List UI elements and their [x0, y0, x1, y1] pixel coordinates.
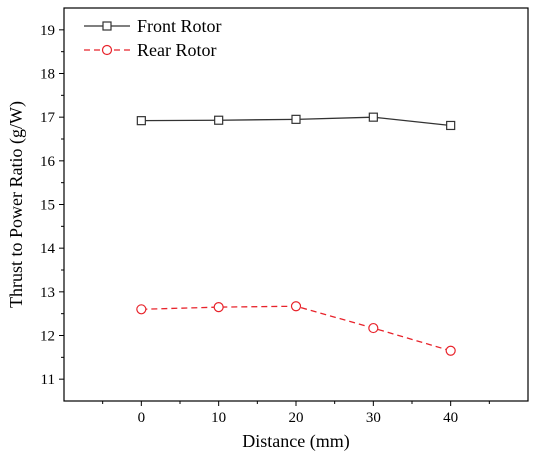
chart-axes: 0 10 20 30 40 11 12 13 14 15 16 17 18 19: [40, 7, 529, 426]
legend-label: Rear Rotor: [137, 40, 216, 60]
x-tick-label: 0: [138, 410, 146, 426]
y-tick-label: 19: [40, 23, 55, 39]
y-tick-label: 17: [40, 110, 56, 126]
y-tick-label: 16: [40, 154, 56, 170]
series-line-1: [141, 305, 451, 352]
data-point-circle: [213, 302, 224, 313]
x-tick-label: 30: [366, 410, 381, 426]
data-point-square: [291, 114, 301, 124]
y-tick-label: 12: [40, 329, 55, 345]
data-point-square: [136, 116, 146, 126]
data-point-circle: [290, 301, 302, 312]
x-tick-label: 10: [211, 410, 226, 426]
data-point-circle: [136, 304, 147, 315]
chart-legend: Front Rotor Rear Rotor: [84, 16, 222, 60]
data-point-square: [368, 112, 378, 122]
x-tick-label: 20: [289, 410, 304, 426]
y-tick-label: 11: [41, 372, 55, 388]
chart-plot-area: [136, 112, 456, 356]
y-tick-label: 15: [40, 198, 55, 214]
data-point-square: [214, 115, 224, 125]
legend-marker-circle: [101, 44, 113, 56]
data-point-square: [446, 120, 456, 131]
x-axis-label: Distance (mm): [242, 431, 349, 452]
y-tick-label: 14: [40, 241, 56, 257]
data-point-circle: [445, 345, 456, 356]
legend-label: Front Rotor: [137, 16, 222, 36]
plot-frame: [63, 7, 529, 402]
x-tick-label: 40: [443, 410, 458, 426]
y-tick-label: 18: [40, 67, 55, 83]
y-tick-label: 13: [40, 285, 55, 301]
data-point-circle: [368, 322, 379, 334]
y-axis-label: Thrust to Power Ratio (g/W): [6, 101, 27, 308]
legend-marker-square: [102, 21, 112, 31]
